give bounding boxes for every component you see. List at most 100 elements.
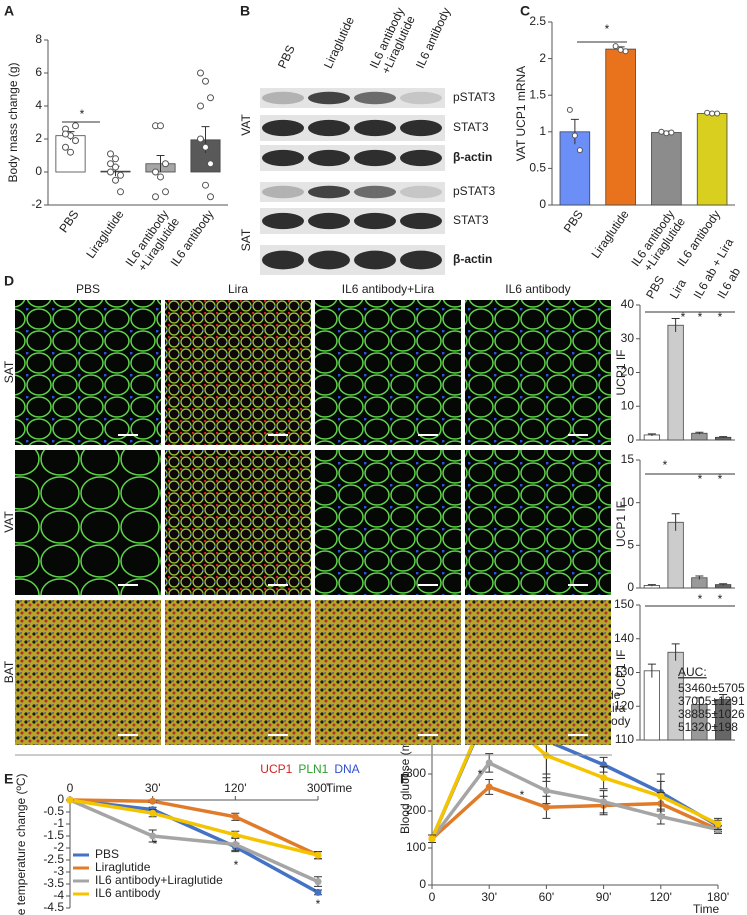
error-bar [695,575,704,580]
data-point [576,147,583,154]
data-point [72,137,79,145]
y-tick-label: -1.5 [43,828,64,842]
error-bar [647,584,656,587]
blot-band [262,185,304,199]
annotation: * [718,472,723,486]
stain-name: PLN1 [298,762,328,776]
y-tick-label: 1 [539,124,546,138]
lane-label: IL6 antibody+Liraglutide [367,5,419,76]
y-tick-label: 30 [621,331,635,345]
data-point [704,109,711,116]
data-point [107,160,114,168]
auc-label: 37005±1291 * [678,694,747,708]
data-point [157,122,164,130]
data-point [112,155,119,163]
annotation: * [681,310,686,324]
data-point [600,774,608,782]
x-tick-label: 60' [539,890,555,904]
data-point [157,173,164,181]
row-label: BAT [2,660,16,683]
blot-band [308,185,350,199]
blot-band [354,91,396,105]
data-point [663,130,670,137]
panel-label: E [4,771,13,787]
data-point [149,832,157,840]
y-tick-label: 130 [614,665,634,679]
data-point [714,820,722,828]
data-point [72,122,79,130]
micrograph [165,300,311,445]
auc-label: 38885±1026 [678,707,745,721]
y-tick-label: -0.5 [43,804,64,818]
blot-band [308,91,350,105]
error-bar [647,433,656,436]
row-label: VAT [2,511,16,533]
annotation: * [605,22,610,36]
blot-band [308,149,350,167]
bar [605,48,636,206]
micrograph [15,450,161,595]
panel-label: C [520,3,530,19]
y-axis-label: VAT UCP1 mRNA [514,66,528,161]
y-tick-label: 140 [614,631,634,645]
series-line [69,798,319,884]
legend-label: IL6 antibody [95,886,160,900]
data-point [566,106,573,113]
data-point [107,150,114,158]
blot-band [308,212,350,230]
protein-label: pSTAT3 [453,184,496,198]
micrograph [15,600,161,745]
micrograph [165,600,311,745]
micrograph [315,450,461,595]
error-bar [156,155,165,172]
y-axis-label: UCP1 IF [614,349,628,395]
blot-band [308,250,350,270]
y-tick-label: 4 [35,98,42,112]
bar [667,324,684,441]
micrograph [165,450,311,595]
x-tick-label: PBS [561,208,586,236]
y-tick-label: 0 [419,877,426,891]
y-tick-label: 2 [35,131,42,145]
column-label: PBS [76,282,100,296]
data-point [428,835,436,843]
data-point [485,759,493,767]
y-tick-label: -2 [31,197,42,211]
data-point [149,797,157,805]
data-point [612,43,619,50]
data-point [62,130,69,138]
y-tick-label: 0 [627,432,634,446]
data-point [314,851,322,859]
protein-label: β-actin [453,150,492,164]
x-tick-label: 0 [67,781,74,795]
x-tick-label: 0 [429,890,436,904]
x-tick-label: Liraglutide [83,207,126,261]
data-point [62,143,69,151]
annotation: * [234,858,239,872]
y-tick-label: 0 [627,580,634,594]
lane-label: PBS [275,43,298,71]
annotation: * [153,837,158,851]
x-tick-label: Liraglutide [588,207,631,261]
data-point [207,160,214,168]
y-tick-label: 8 [35,32,42,46]
y-tick-label: 0 [57,792,64,806]
y-tick-label: 2.5 [529,14,546,28]
x-tick-label: 30' [481,890,497,904]
y-tick-label: 40 [621,297,635,311]
blot-band [400,91,442,105]
protein-label: STAT3 [453,213,489,227]
stain-name: UCP1 [260,762,292,776]
y-tick-label: -3.5 [43,876,64,890]
error-bar [671,318,680,332]
series-line [69,798,319,857]
data-point [197,102,204,110]
y-axis-label: Body mass change (g) [6,62,20,182]
y-tick-label: 10 [621,495,635,509]
auc-label: 53460±5705 [678,681,745,695]
blot-band [354,149,396,167]
blot-band [354,119,396,137]
x-tick-label: 90' [596,890,612,904]
data-point [112,176,119,184]
data-point [107,168,114,176]
